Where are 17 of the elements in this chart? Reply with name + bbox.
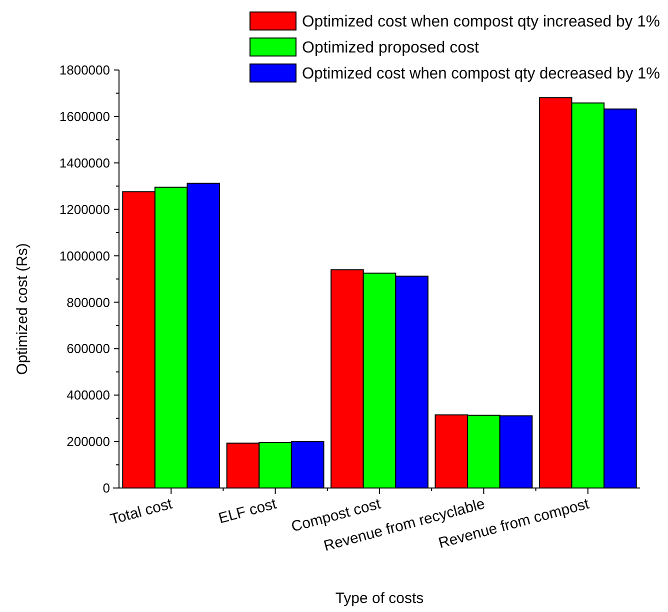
y-tick-label: 1800000 <box>59 62 110 78</box>
y-tick-label: 600000 <box>66 341 110 356</box>
x-tick-label: Total cost <box>108 495 175 528</box>
x-axis-title: Type of costs <box>335 590 424 607</box>
y-tick-label: 200000 <box>66 434 110 450</box>
x-tick-label: ELF cost <box>216 495 280 528</box>
legend-label: Optimized cost when compost qty decreased by 1% <box>302 66 668 83</box>
y-tick-label: 0 <box>102 480 110 496</box>
y-tick-label: 800000 <box>66 294 110 310</box>
y-tick-label: 1600000 <box>59 108 110 124</box>
legend-label: Optimized proposed cost <box>302 40 480 57</box>
y-axis-title: Optimized cost (Rs) <box>14 243 31 375</box>
y-tick-label: 1400000 <box>59 155 110 170</box>
y-tick-label: 400000 <box>66 388 110 403</box>
y-tick-label: 1200000 <box>59 202 110 217</box>
legend-label: Optimized cost when compost qty increased by 1% <box>302 14 664 31</box>
y-tick-label: 1000000 <box>59 248 110 264</box>
